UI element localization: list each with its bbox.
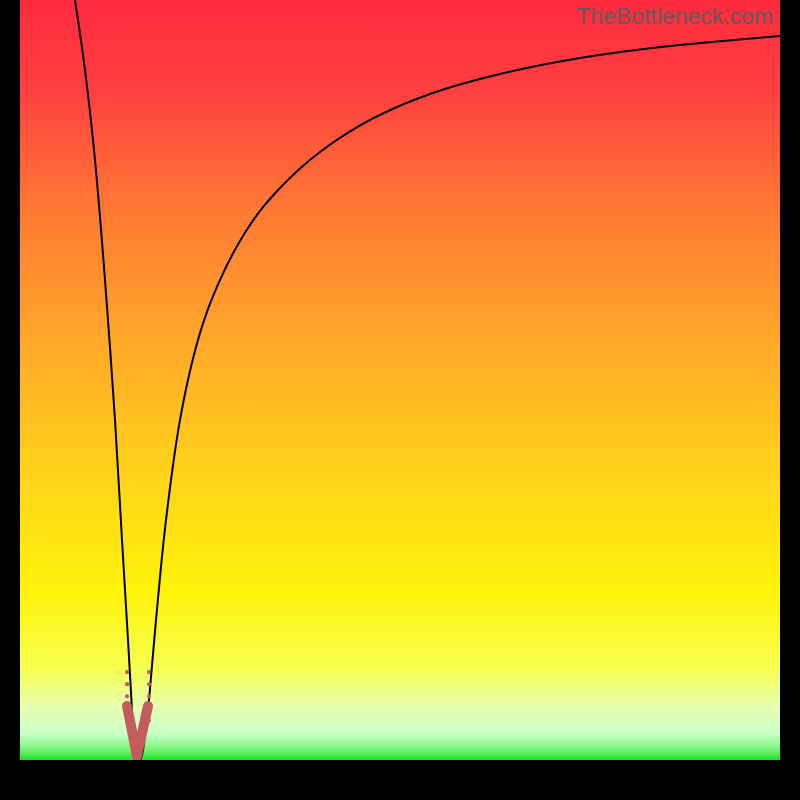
chart-container: TheBottleneck.com [0, 0, 800, 800]
bottleneck-curve [75, 0, 780, 760]
curve-layer [20, 0, 780, 760]
plot-area: TheBottleneck.com [20, 0, 780, 760]
watermark-text: TheBottleneck.com [577, 3, 774, 30]
v-marker [127, 706, 148, 756]
